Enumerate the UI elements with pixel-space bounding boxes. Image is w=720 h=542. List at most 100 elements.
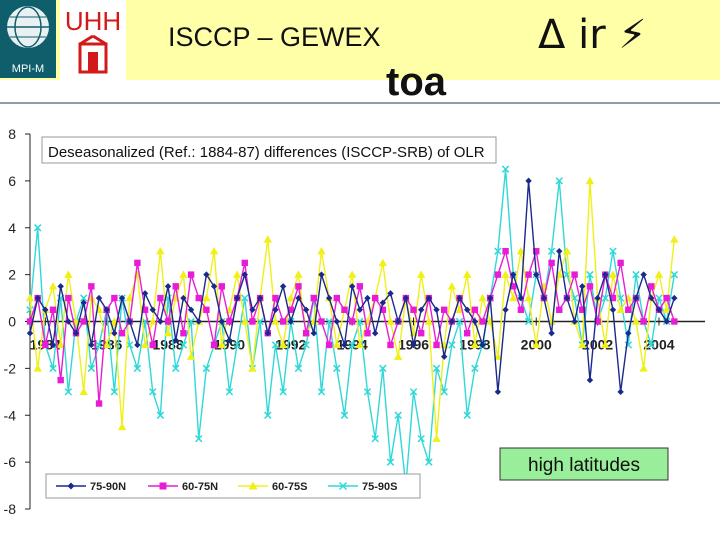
data-point-60-75N <box>341 306 348 313</box>
data-point-75-90N <box>302 306 310 313</box>
data-point-75-90S <box>264 411 272 419</box>
data-point-60-75N <box>609 294 617 302</box>
mpi-logo: MPI-M <box>0 0 56 78</box>
data-point-60-75S <box>79 387 88 396</box>
data-point-60-75N <box>226 318 233 325</box>
data-point-75-90N <box>441 353 448 360</box>
data-point-60-75S <box>432 434 441 442</box>
y-tick-label: 6 <box>8 173 16 189</box>
y-tick-label: -2 <box>4 360 17 376</box>
data-point-75-90S <box>79 294 88 302</box>
data-point-60-75N <box>387 341 394 349</box>
data-point-60-75S <box>217 340 226 349</box>
data-point-60-75N <box>134 259 141 267</box>
data-point-60-75N <box>287 306 294 313</box>
data-point-60-75S <box>585 176 595 185</box>
uhh-logo-emblem-icon: UHH <box>65 6 121 74</box>
data-point-60-75S <box>639 364 648 372</box>
data-point-60-75N <box>141 306 149 313</box>
data-point-75-90N <box>325 294 333 302</box>
data-point-75-90N <box>648 294 655 302</box>
data-point-75-90N <box>356 306 364 313</box>
data-point-75-90S <box>110 388 119 396</box>
data-point-60-75S <box>355 340 365 349</box>
uhh-logo: UHH <box>60 0 126 80</box>
data-point-60-75N <box>441 306 448 313</box>
data-point-60-75N <box>203 306 210 313</box>
data-point-75-90N <box>617 388 624 396</box>
slide-title: ISCCP – GEWEX <box>168 22 381 52</box>
data-point-60-75S <box>102 340 111 349</box>
data-point-60-75N <box>95 400 103 407</box>
data-point-75-90S <box>317 388 326 396</box>
data-point-60-75S <box>509 293 518 302</box>
data-point-75-90N <box>586 376 594 384</box>
data-point-75-90S <box>609 247 617 255</box>
data-point-75-90N <box>72 330 80 337</box>
data-point-60-75S <box>347 270 357 278</box>
data-point-75-90S <box>133 364 142 373</box>
data-point-60-75S <box>578 340 587 349</box>
data-point-60-75S <box>662 305 671 313</box>
data-point-60-75N <box>310 294 318 302</box>
data-point-60-75N <box>318 318 325 325</box>
data-point-60-75S <box>470 340 480 349</box>
data-point-60-75N <box>164 318 172 325</box>
chart-title: Deseasonalized (Ref.: 1884-87) differenc… <box>48 144 485 161</box>
data-point-60-75S <box>209 246 219 255</box>
data-point-60-75S <box>317 246 326 255</box>
data-point-60-75N <box>333 294 341 302</box>
x-tick-label: 2004 <box>643 337 674 353</box>
data-point-75-90N <box>241 271 248 278</box>
annotation-label: high latitudes <box>528 455 640 476</box>
data-point-60-75N <box>663 294 670 302</box>
data-point-60-75N <box>364 330 371 337</box>
data-point-60-75S <box>271 317 280 325</box>
data-point-75-90N <box>640 271 647 278</box>
data-point-75-90N <box>65 318 72 325</box>
data-point-75-90N <box>364 294 371 302</box>
data-point-75-90S <box>148 388 157 396</box>
y-tick-label: 0 <box>8 314 16 330</box>
data-point-75-90N <box>410 341 417 349</box>
data-point-75-90N <box>34 294 41 302</box>
data-point-60-75N <box>371 294 379 302</box>
data-point-60-75N <box>471 306 479 313</box>
data-point-75-90S <box>279 388 287 396</box>
legend-marker <box>338 481 348 491</box>
data-point-75-90S <box>179 341 188 349</box>
data-point-75-90S <box>325 317 333 326</box>
toa-label: toa <box>386 60 446 104</box>
data-point-75-90N <box>494 388 502 396</box>
data-point-75-90S <box>340 411 349 419</box>
data-point-60-75S <box>332 340 342 349</box>
data-point-75-90S <box>555 177 563 185</box>
data-point-75-90N <box>471 318 479 325</box>
data-point-60-75N <box>640 318 647 325</box>
data-point-75-90N <box>594 294 601 302</box>
data-point-60-75N <box>571 271 578 278</box>
data-point-60-75N <box>548 259 555 267</box>
data-point-60-75N <box>187 271 195 278</box>
legend-label: 60-75N <box>182 481 218 493</box>
data-point-75-90N <box>533 271 540 278</box>
data-point-75-90S <box>501 165 510 173</box>
data-point-75-90N <box>556 247 563 255</box>
data-point-75-90N <box>164 283 172 290</box>
legend-label: 75-90S <box>362 481 397 493</box>
data-point-60-75N <box>494 271 502 278</box>
legend-marker <box>159 482 167 490</box>
data-point-75-90N <box>226 337 233 344</box>
data-point-75-90S <box>333 364 341 373</box>
data-point-60-75S <box>25 293 35 302</box>
data-point-75-90N <box>417 306 425 313</box>
data-point-75-90S <box>409 388 418 396</box>
data-point-60-75S <box>148 317 157 325</box>
olr-difference-chart: 86420-2-4-6-8198419861988199019921994199… <box>4 126 705 517</box>
data-point-75-90S <box>448 341 456 349</box>
data-point-75-90N <box>203 271 210 278</box>
data-point-60-75N <box>510 283 517 290</box>
data-point-60-75S <box>447 282 457 290</box>
data-point-60-75S <box>33 364 42 372</box>
chart-title-box: Deseasonalized (Ref.: 1884-87) differenc… <box>41 136 497 164</box>
